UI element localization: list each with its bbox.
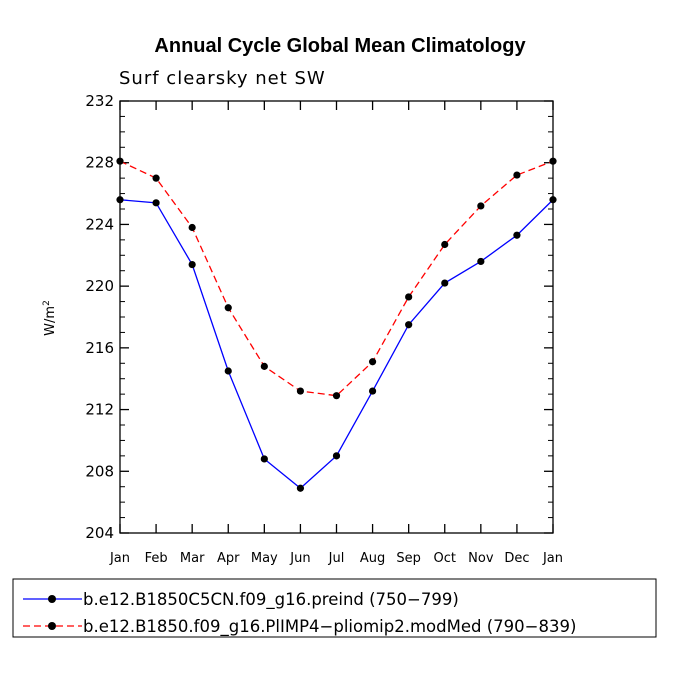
data-point	[188, 260, 196, 269]
data-point	[224, 304, 232, 312]
data-point	[332, 392, 341, 400]
data-point	[224, 367, 232, 375]
x-tick-label: Sep	[396, 551, 421, 566]
x-tick-label: Oct	[434, 551, 456, 566]
y-axis-label-base: W/m	[43, 306, 58, 336]
axes	[119, 100, 554, 534]
data-point	[332, 452, 341, 460]
series-group	[116, 157, 557, 492]
x-tick-labels: Jan Feb Mar Apr May Jun Jul Aug Sep Oct Nov Dec Jan	[109, 551, 563, 566]
data-point	[513, 171, 521, 179]
x-tick-label: Dec	[504, 551, 529, 566]
data-point	[405, 321, 413, 329]
y-axis-label: W/m2	[42, 300, 58, 336]
legend-item-2: b.e12.B1850.f09_g16.PlIMP4−pliomip2.modM…	[23, 617, 576, 637]
data-point	[477, 257, 485, 266]
x-tick-label: Jan	[109, 551, 130, 566]
x-tick-label: Jun	[289, 551, 310, 566]
legend-marker-1	[48, 595, 56, 603]
y-tick-label: 212	[85, 401, 114, 419]
data-point	[116, 157, 124, 165]
data-point	[441, 240, 449, 249]
data-point	[513, 231, 521, 239]
x-tick-label: Feb	[145, 551, 168, 566]
y-tick-label: 208	[85, 462, 114, 480]
data-point	[441, 279, 449, 287]
y-tick-label: 228	[85, 154, 114, 172]
data-point	[188, 223, 196, 232]
data-point	[549, 196, 557, 204]
data-point	[405, 293, 413, 301]
data-point	[152, 199, 160, 207]
x-tick-label: Nov	[468, 551, 494, 566]
plot-frame	[119, 100, 554, 534]
y-tick-labels: 204 208 212 216 220 224 228 232	[85, 92, 114, 542]
legend-item-1: b.e12.B1850C5CN.f09_g16.preind (750−799)	[23, 590, 459, 610]
y-tick-label: 232	[85, 92, 114, 110]
legend-box	[12, 578, 657, 638]
data-point	[260, 362, 268, 370]
x-tick-label: Apr	[217, 551, 240, 566]
data-point	[368, 387, 377, 395]
data-point	[296, 387, 305, 395]
data-point	[549, 157, 557, 165]
legend-label-2: b.e12.B1850.f09_g16.PlIMP4−pliomip2.modM…	[83, 617, 576, 637]
y-tick-label: 224	[85, 215, 114, 233]
data-point	[368, 358, 377, 366]
y-axis-label-superscript: 2	[42, 300, 52, 306]
x-tick-label: Aug	[360, 551, 385, 566]
data-point	[296, 484, 305, 492]
x-tick-label: Jan	[542, 551, 563, 566]
y-tick-label: 204	[85, 524, 114, 542]
legend-marker-2	[48, 622, 56, 630]
data-point	[116, 196, 124, 204]
legend-label-1: b.e12.B1850C5CN.f09_g16.preind (750−799)	[83, 590, 459, 610]
x-tick-label: Mar	[180, 551, 205, 566]
series-line-2	[119, 160, 554, 397]
chart-subtitle: Surf clearsky net SW	[119, 68, 326, 89]
data-point	[260, 455, 268, 463]
series-line-1	[119, 199, 554, 490]
x-tick-label: Jul	[328, 551, 345, 566]
data-point	[477, 202, 485, 210]
data-point	[152, 174, 160, 182]
chart-title: Annual Cycle Global Mean Climatology	[154, 35, 526, 57]
y-tick-label: 220	[85, 277, 114, 295]
y-tick-label: 216	[85, 339, 114, 357]
x-tick-label: May	[251, 551, 278, 566]
